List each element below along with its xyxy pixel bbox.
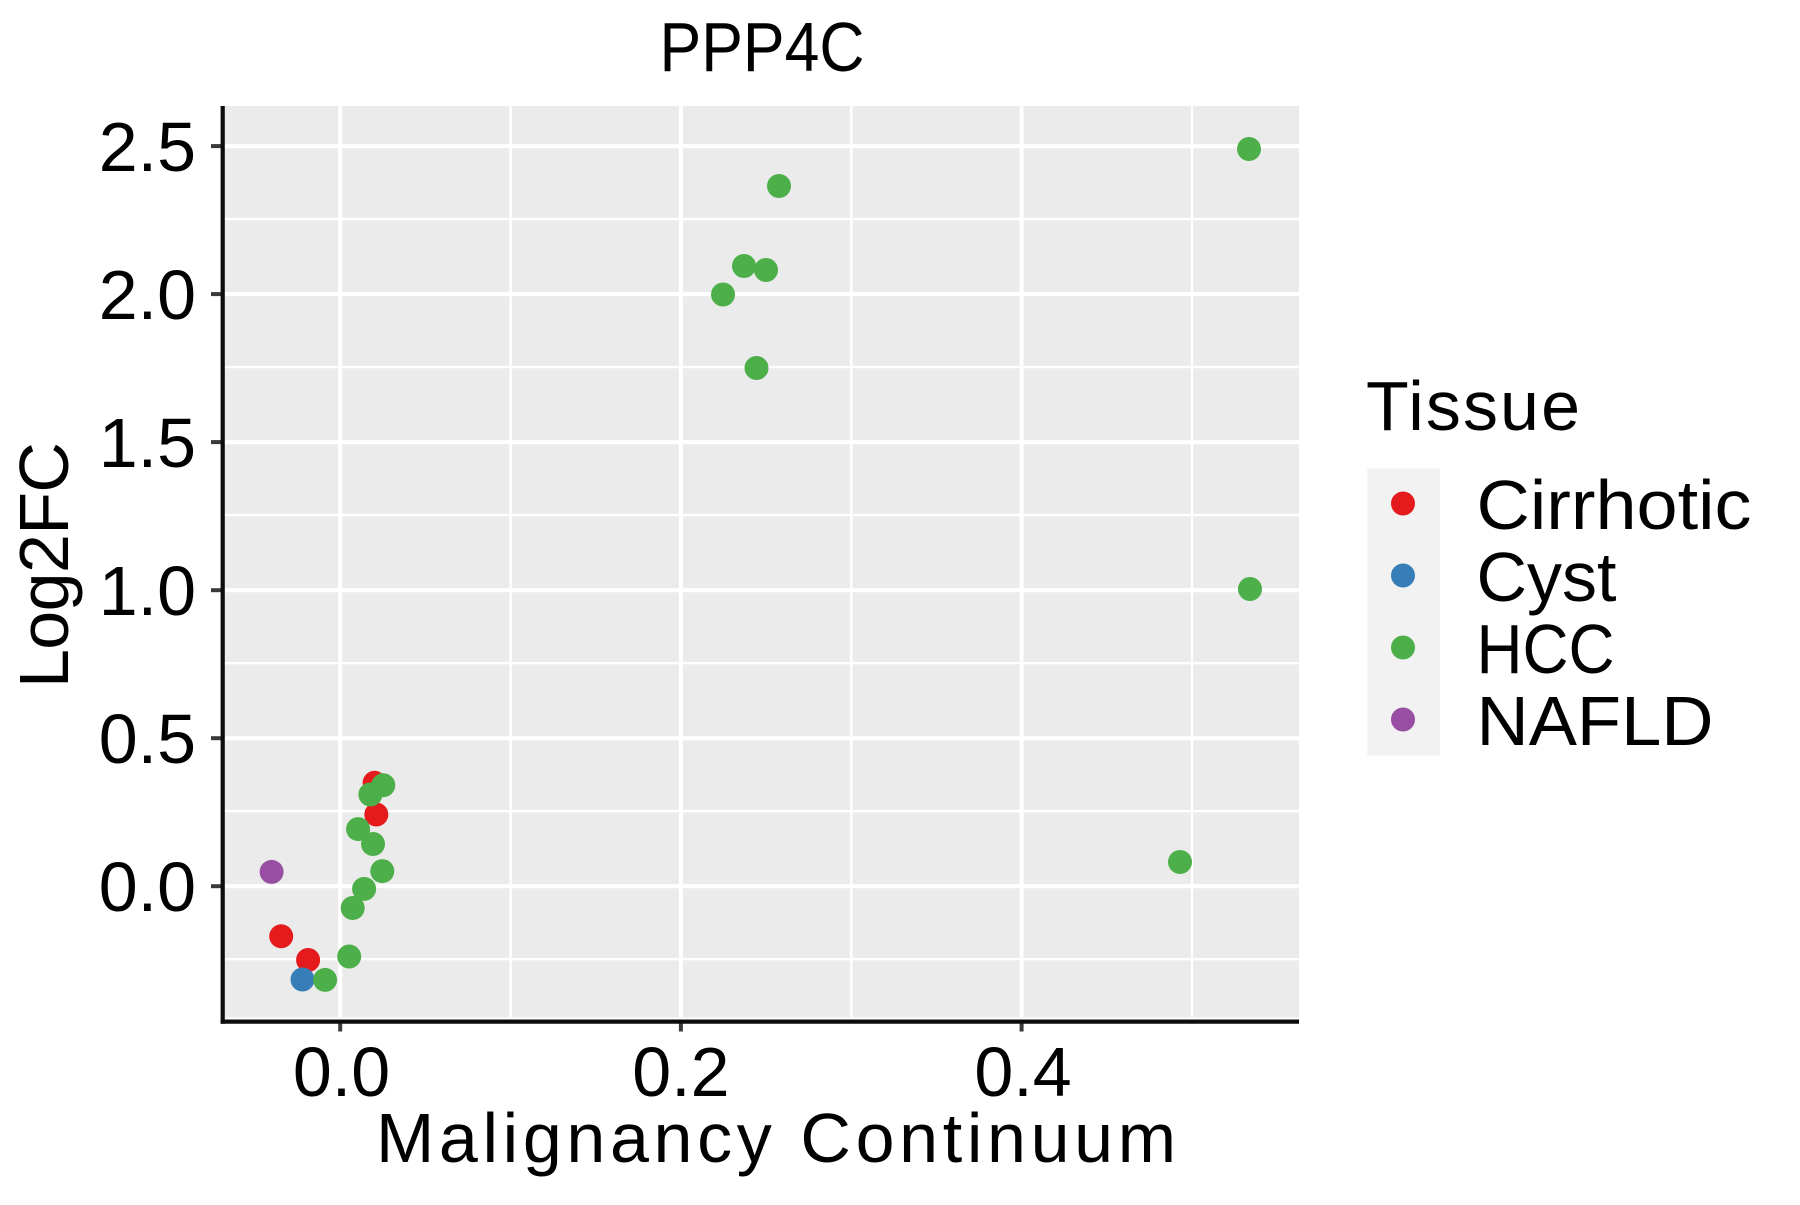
svg-text:Cirrhotic: Cirrhotic <box>1477 466 1752 544</box>
svg-text:2.0: 2.0 <box>99 256 196 334</box>
svg-text:1.0: 1.0 <box>99 552 196 630</box>
svg-text:HCC: HCC <box>1477 610 1615 688</box>
svg-text:0.0: 0.0 <box>293 1033 390 1111</box>
svg-text:NAFLD: NAFLD <box>1477 682 1714 760</box>
svg-text:2.5: 2.5 <box>99 108 196 186</box>
svg-text:0.2: 0.2 <box>632 1033 729 1111</box>
svg-text:0.5: 0.5 <box>99 700 196 778</box>
svg-text:PPP4C: PPP4C <box>660 8 865 86</box>
svg-text:Tissue: Tissue <box>1366 367 1580 445</box>
svg-text:Malignancy Continuum: Malignancy Continuum <box>376 1099 1176 1177</box>
svg-text:0.0: 0.0 <box>99 848 196 926</box>
svg-text:1.5: 1.5 <box>99 404 196 482</box>
svg-text:0.4: 0.4 <box>974 1033 1071 1111</box>
svg-text:Cyst: Cyst <box>1477 538 1617 616</box>
svg-text:Log2FC: Log2FC <box>5 442 83 688</box>
